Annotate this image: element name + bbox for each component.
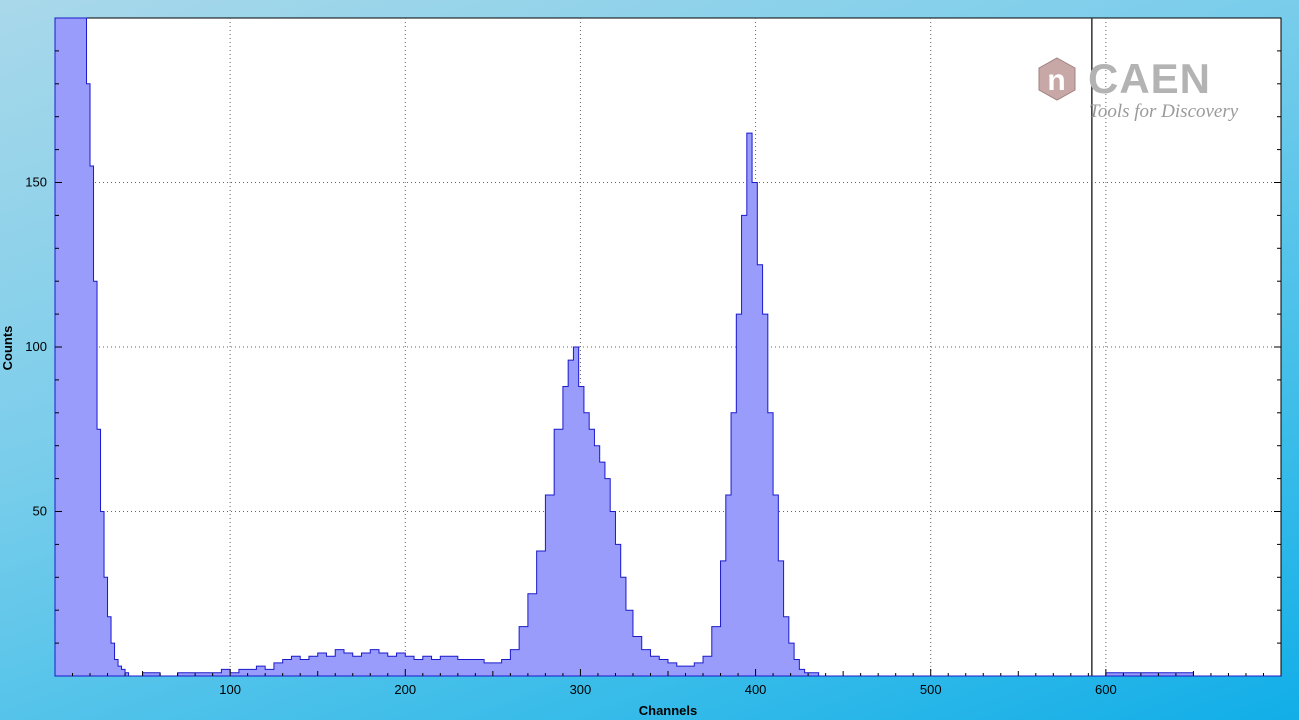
y-tick-label: 50 [33, 504, 47, 519]
x-tick-label: 200 [394, 682, 416, 697]
x-tick-label: 600 [1095, 682, 1117, 697]
x-tick-label: 100 [219, 682, 241, 697]
axis-ticks: 100 200 300 400 500 600 50 100 150 [25, 50, 1281, 697]
y-axis-title: Counts [0, 326, 15, 371]
logo-hex-badge [1038, 57, 1076, 101]
x-tick-label: 300 [570, 682, 592, 697]
x-tick-label: 400 [745, 682, 767, 697]
x-tick-label: 500 [920, 682, 942, 697]
y-tick-label: 150 [25, 175, 47, 190]
logo-badge-letter: n [1047, 64, 1066, 97]
logo-tagline: Tools for Discovery [1089, 101, 1239, 122]
caen-logo: n CAEN Tools for Discovery [1038, 55, 1239, 122]
y-tick-label: 100 [25, 339, 47, 354]
x-axis-title: Channels [639, 703, 698, 718]
logo-word: CAEN [1088, 55, 1211, 102]
